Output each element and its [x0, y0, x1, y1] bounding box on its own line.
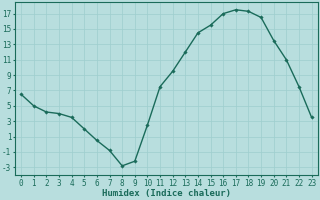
X-axis label: Humidex (Indice chaleur): Humidex (Indice chaleur) — [102, 189, 231, 198]
